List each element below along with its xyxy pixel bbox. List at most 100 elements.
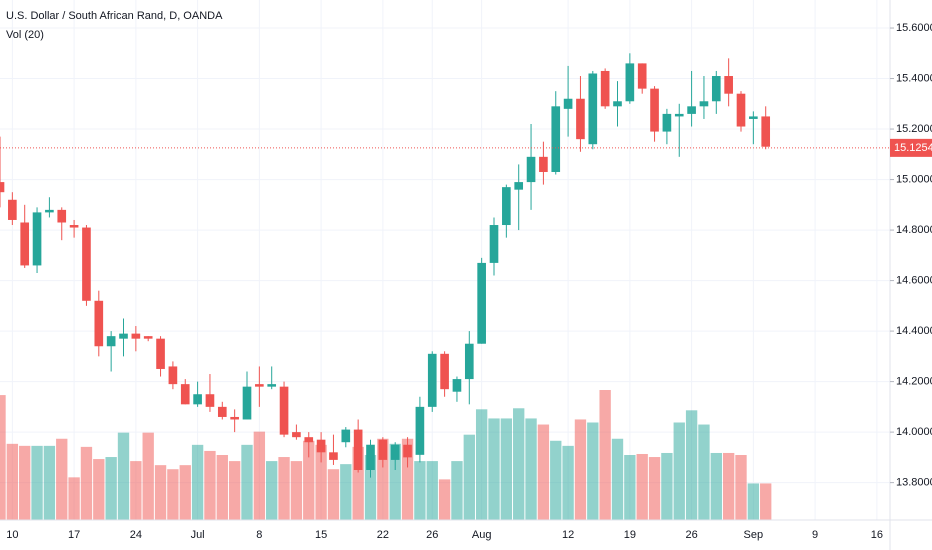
candle-body [427,353,437,407]
volume-bar [154,465,167,520]
candle-body [625,63,635,102]
candle-body [193,394,202,405]
volume-bar [352,446,364,520]
y-tick-label: 15.40000 [896,72,932,84]
volume-bar [364,455,377,520]
candle-body [366,444,375,470]
volume-bar [253,431,266,520]
volume-bar [587,422,599,520]
volume-bar [500,418,513,520]
candle-body [464,343,474,380]
volume-bar [636,453,648,520]
volume-bar [228,461,241,520]
x-tick-label: 15 [315,529,327,541]
volume-bar [204,450,216,520]
volume-bar [56,438,68,520]
candle-body [267,384,277,387]
x-tick-label: 24 [130,529,142,541]
volume-bar [93,459,105,520]
candle-body [576,98,585,140]
x-tick-label: Jul [191,529,205,541]
volume-bar [167,469,179,520]
candle-body [242,386,252,420]
volume-bar [661,452,673,520]
candle-body [390,444,400,460]
volume-bar [525,418,537,520]
y-tick-label: 15.20000 [896,123,932,135]
volume-bar [216,455,228,520]
x-tick-label: 8 [256,529,262,541]
candle-body [45,209,54,213]
candle-body [304,437,314,443]
candle-body [8,199,17,220]
x-tick-label: 12 [562,529,574,541]
volume-bar [673,422,685,520]
candle-body [57,209,67,223]
volume-bar [414,461,426,520]
volume-bar [130,461,142,520]
x-tick-label: 10 [6,529,18,541]
candle-body [563,98,573,109]
volume-bar [0,395,6,520]
candle-body [82,227,91,301]
x-tick-label: 26 [685,529,697,541]
candle-body [279,386,289,435]
candle-body [662,113,672,132]
candle-body [403,444,412,458]
x-tick-label: Sep [744,529,764,541]
candle-body [514,182,524,190]
x-tick-label: 19 [624,529,636,541]
volume-bar [537,424,550,520]
candle-body [255,384,264,387]
candle-body [613,101,622,107]
candle-body [600,70,610,107]
volume-bar [68,477,80,520]
candle-body [329,452,338,460]
volume-bar [698,424,710,520]
volume-bar [43,445,56,520]
candle-body [477,262,486,344]
candle-body [452,379,462,392]
volume-bar [179,465,191,520]
volume-bar [648,457,661,520]
x-tick-label: 16 [871,529,883,541]
candle-body [539,156,548,172]
x-tick-label: 26 [426,529,438,541]
volume-bar [550,440,562,520]
candle-body [724,76,733,94]
volume-bar [463,434,475,520]
candle-body [736,93,746,127]
volume-bar [426,461,438,520]
candle-body [106,336,116,347]
candle-body [440,353,449,390]
candle-body [674,113,684,117]
volume-bar [574,419,587,520]
volume-bar [599,390,611,520]
volume-bar [685,410,698,520]
volume-bar [315,444,327,520]
axes: 13.80000 14.00000 14.20000 14.40000 14.60000… [6,22,932,541]
last-price-label: 15.12549 [894,142,932,154]
candles [0,53,890,478]
candle-body [489,225,499,263]
y-tick-label: 14.20000 [896,376,932,388]
volume-bar [327,469,340,520]
volume-bar [451,461,463,520]
y-tick-label: 13.80000 [896,477,932,489]
candle-body [69,225,79,228]
volume-bar [105,457,117,520]
volume-bar [624,455,636,520]
candle-body [0,182,5,193]
volume-bar [6,443,19,520]
volume-bar [191,444,204,520]
candle-body [761,116,771,147]
candle-body [378,439,388,460]
candle-body [415,406,425,455]
candle-body [650,88,659,132]
volume-bar [117,432,130,520]
volume-bar [266,461,278,520]
candle-body [687,106,696,114]
volume-bar [241,444,253,520]
candle-body [180,384,190,405]
